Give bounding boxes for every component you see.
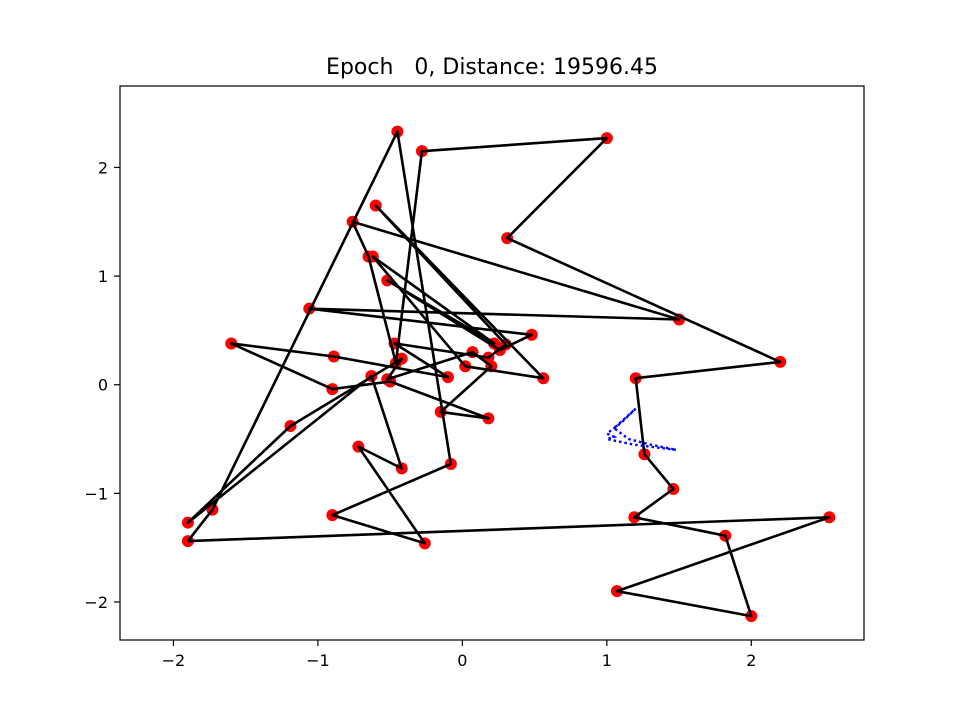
y-tick-label: 2 xyxy=(98,158,108,177)
y-tick-label: −2 xyxy=(84,593,108,612)
tour-line xyxy=(186,130,831,618)
x-tick-label: 2 xyxy=(746,651,756,670)
y-tick-label: −1 xyxy=(84,484,108,503)
y-tick-label: 1 xyxy=(98,267,108,286)
axes-frame xyxy=(119,85,865,641)
x-tick-label: −1 xyxy=(306,651,330,670)
x-tick-label: 1 xyxy=(602,651,612,670)
chart-title: Epoch 0, Distance: 19596.45 xyxy=(326,55,658,80)
x-tick-label: 0 xyxy=(457,651,467,670)
x-tick-label: −2 xyxy=(162,651,186,670)
y-tick-label: 0 xyxy=(98,376,108,395)
plot-area: −2 −1 0 1 2 −2 −1 0 1 2 xyxy=(84,85,865,670)
